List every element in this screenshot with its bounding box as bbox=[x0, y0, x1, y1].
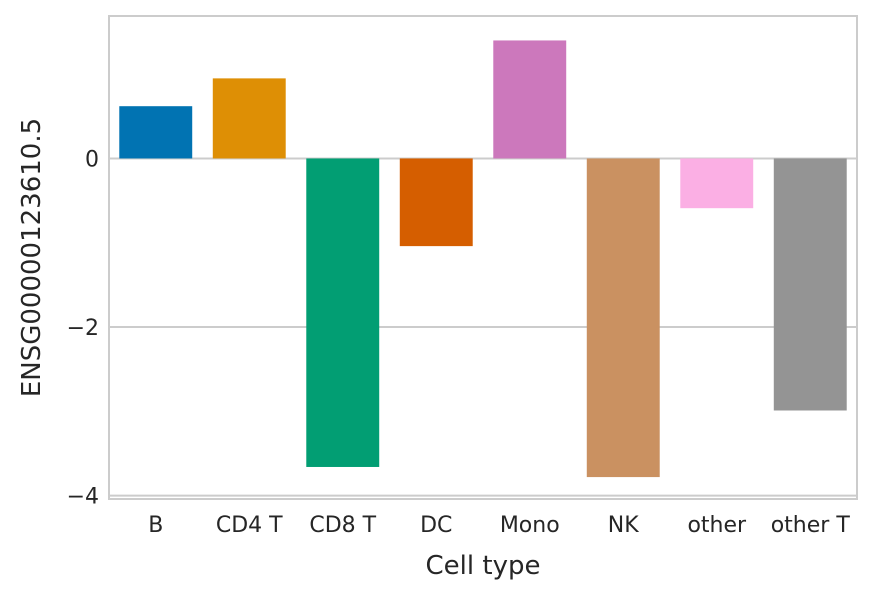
y-tick-labels: −4 −2 0 bbox=[67, 147, 99, 509]
x-tick-label: other bbox=[687, 513, 747, 538]
bar-other-t bbox=[773, 158, 847, 411]
bar-mono bbox=[493, 40, 567, 159]
bar-cd4-t bbox=[212, 78, 286, 159]
bar-nk bbox=[586, 158, 660, 478]
bar-dc bbox=[399, 158, 473, 247]
x-tick-label: other T bbox=[771, 513, 851, 538]
x-tick-labels: B CD4 T CD8 T DC Mono NK other other T bbox=[148, 513, 850, 538]
x-tick-label: CD8 T bbox=[309, 513, 376, 538]
x-tick-label: NK bbox=[608, 513, 639, 538]
x-tick-label: B bbox=[148, 513, 163, 538]
y-tick-label: 0 bbox=[85, 147, 99, 172]
x-axis-label: Cell type bbox=[426, 551, 541, 581]
bar-other bbox=[680, 158, 754, 209]
y-tick-label: −2 bbox=[67, 316, 99, 341]
bar-b bbox=[119, 106, 193, 159]
y-tick-label: −4 bbox=[67, 485, 99, 510]
x-tick-label: Mono bbox=[500, 513, 560, 538]
plot-frame bbox=[108, 15, 858, 500]
y-axis-label: ENSG00000123610.5 bbox=[17, 118, 47, 397]
bars bbox=[119, 40, 847, 478]
x-tick-label: DC bbox=[420, 513, 452, 538]
x-tick-label: CD4 T bbox=[216, 513, 283, 538]
bar-cd8-t bbox=[306, 158, 380, 467]
